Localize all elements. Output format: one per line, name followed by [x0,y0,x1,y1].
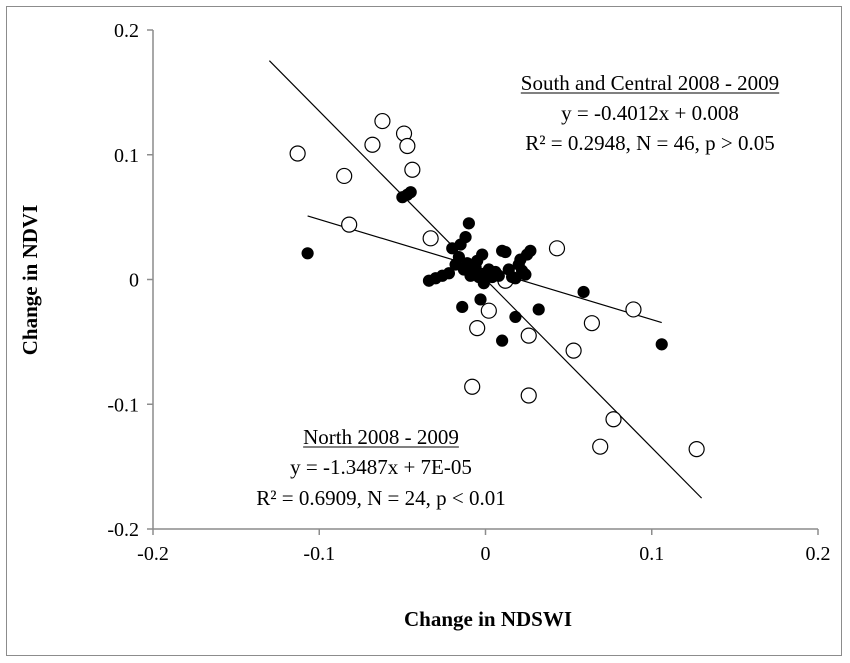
open-data-point [469,320,486,337]
y-tick-label: 0.2 [114,20,139,42]
open-data-point [422,230,439,247]
open-data-point [464,378,481,395]
filled-data-point [532,303,545,316]
south-annotation-equation: y = -0.4012x + 0.008 [561,101,739,125]
filled-data-point [442,267,456,280]
open-data-point [605,411,622,428]
north-annotation-equation: y = -1.3487x + 7E-05 [290,455,472,479]
open-data-point [625,301,642,318]
open-data-point [592,438,609,455]
open-data-point [548,240,566,257]
open-data-point [480,302,497,319]
annotation-south: South and Central 2008 - 2009 y = -0.401… [520,71,780,155]
x-tick-label: 0.2 [806,543,831,565]
filled-data-point [577,285,590,299]
filled-data-point [509,310,522,324]
open-data-point [520,327,537,344]
y-tick-label: 0 [129,270,139,292]
filled-data-point [474,293,487,306]
filled-data-point [655,338,668,351]
filled-data-point [524,244,537,257]
filled-data-point [496,334,509,347]
data-points [289,112,705,458]
y-ticks: 0.2 0.1 0 -0.1 -0.2 [107,20,153,541]
x-tick-label: 0.1 [639,543,664,565]
filled-data-point [404,186,417,199]
open-data-point [374,112,391,130]
open-data-point [520,387,537,404]
open-data-point [336,167,353,185]
filled-data-point [492,269,505,282]
south-annotation-stats: R² = 0.2948, N = 46, p > 0.05 [525,131,775,155]
open-data-point [404,161,421,178]
open-data-point [565,342,582,359]
open-data-point [364,136,381,153]
south-annotation-title: South and Central 2008 - 2009 [521,71,779,95]
filled-data-point [462,217,475,230]
north-annotation-stats: R² = 0.6909, N = 24, p < 0.01 [256,486,506,510]
filled-data-point [519,268,532,281]
y-tick-label: -0.2 [107,519,139,541]
filled-data-point [459,230,472,244]
open-data-point [688,441,705,458]
annotation-north: North 2008 - 2009 y = -1.3487x + 7E-05 R… [256,425,506,510]
x-tick-label: 0 [481,543,491,565]
open-data-point [289,145,306,162]
filled-data-point [301,247,314,260]
y-axis-title: Change in NDVI [18,205,42,356]
y-tick-label: -0.1 [107,394,139,416]
chart-frame [6,6,842,656]
y-tick-label: 0.1 [114,145,139,167]
filled-data-point [452,250,465,264]
filled-data-point [476,248,489,261]
filled-data-point [456,300,469,314]
open-data-point [583,315,601,332]
x-axis-title: Change in NDSWI [404,607,572,631]
open-data-point [341,216,358,233]
x-ticks: -0.2 -0.1 0 0.1 0.2 [137,529,831,565]
north-annotation-title: North 2008 - 2009 [303,425,459,449]
open-data-point [399,137,416,155]
filled-data-point [499,245,512,259]
x-tick-label: -0.1 [303,543,335,565]
x-tick-label: -0.2 [137,543,169,565]
